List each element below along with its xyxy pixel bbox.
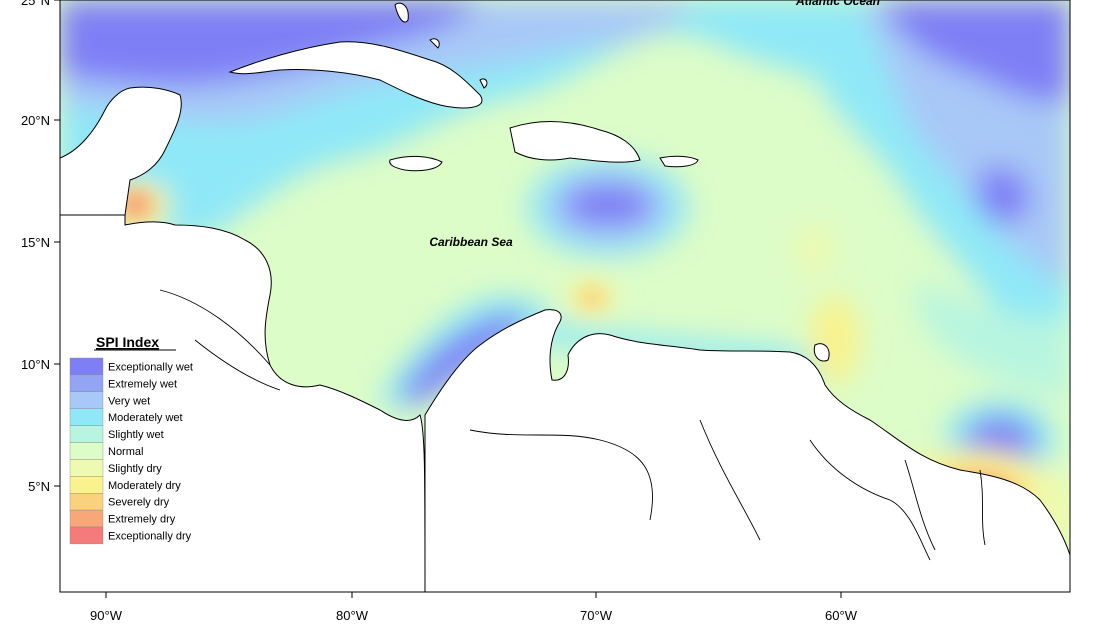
legend-label: Severely dry xyxy=(108,497,170,509)
lon-tick-label: 80°W xyxy=(336,608,369,623)
legend-swatch xyxy=(69,459,104,477)
legend-label: Moderately wet xyxy=(108,412,183,424)
lat-tick-label: 25°N xyxy=(21,0,50,8)
legend-label: Slightly dry xyxy=(108,463,162,475)
legend-label: Very wet xyxy=(108,395,150,407)
lat-tick-label: 5°N xyxy=(28,479,50,494)
longitude-axis: 90°W 80°W 70°W 60°W xyxy=(90,592,858,623)
legend-swatch xyxy=(69,509,104,528)
legend-label: Slightly wet xyxy=(108,429,164,441)
legend-label: Extremely dry xyxy=(108,514,176,526)
legend-label: Normal xyxy=(108,446,143,458)
legend-label: Extremely wet xyxy=(108,378,177,390)
lat-tick-label: 20°N xyxy=(21,113,50,128)
borders xyxy=(159,289,986,561)
latitude-axis: 25°N 20°N 15°N 10°N 5°N xyxy=(21,0,60,494)
caribbean-sea-label: Caribbean Sea xyxy=(429,235,513,249)
atlantic-ocean-label: Atlantic Ocean xyxy=(795,0,880,8)
legend-swatch xyxy=(69,526,104,545)
legend-label: Exceptionally wet xyxy=(108,362,193,374)
legend-label: Exceptionally dry xyxy=(108,531,192,543)
legend-swatch xyxy=(69,374,104,392)
landmasses xyxy=(60,0,1070,592)
map-frame xyxy=(59,0,1071,593)
spi-legend: SPI Index Exceptionally wet Extremely wet… xyxy=(69,334,193,545)
lat-tick-label: 10°N xyxy=(21,357,50,372)
legend-swatch xyxy=(69,357,104,376)
legend-title: SPI Index xyxy=(96,334,159,350)
legend-swatch xyxy=(69,476,104,494)
lon-tick-label: 60°W xyxy=(825,608,858,623)
legend-swatch xyxy=(69,442,104,460)
lat-tick-label: 15°N xyxy=(21,235,50,250)
legend-swatch xyxy=(69,391,104,409)
legend-swatch xyxy=(69,408,104,426)
spi-field xyxy=(60,0,1070,592)
lon-tick-label: 70°W xyxy=(580,608,613,623)
legend-label: Moderately dry xyxy=(108,480,181,492)
legend-swatch xyxy=(69,493,104,511)
legend-swatch xyxy=(69,425,104,443)
lon-tick-label: 90°W xyxy=(90,608,123,623)
